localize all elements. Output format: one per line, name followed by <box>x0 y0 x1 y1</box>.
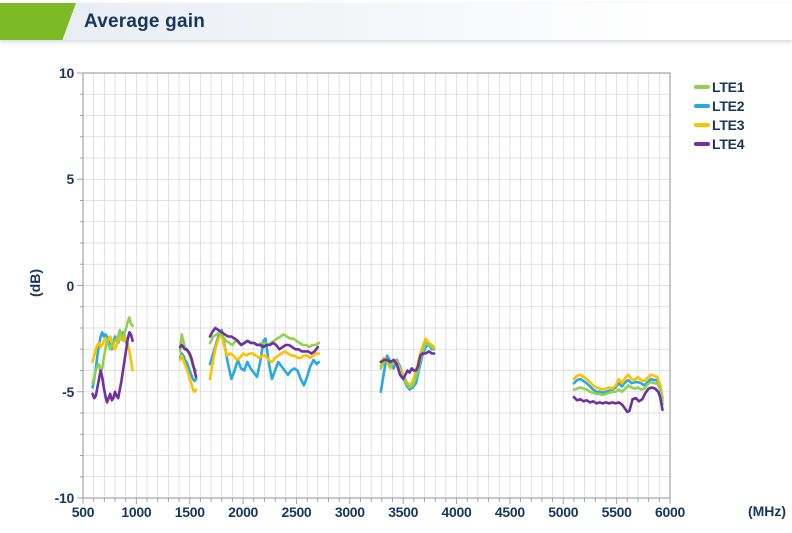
legend-item-LTE3: LTE3 <box>694 115 745 134</box>
x-tick-label-5500: 5500 <box>601 504 632 520</box>
legend: LTE1 LTE2 LTE3 LTE4 <box>694 77 745 153</box>
page-title: Average gain <box>84 11 206 32</box>
y-tick-label-10: 10 <box>59 65 74 81</box>
x-tick-label-1500: 1500 <box>174 504 205 520</box>
series-line-LTE1 <box>91 316 134 385</box>
average-gain-chart: (dB) (MHz) 500 1000 1500 2000 2500 3000 3500 40… <box>0 45 792 533</box>
chart-canvas <box>77 72 671 504</box>
series-line-LTE3 <box>572 373 664 402</box>
y-tick-label-0: 0 <box>66 277 75 294</box>
x-tick-label-4500: 4500 <box>494 504 525 520</box>
series-line-LTE4 <box>379 350 436 381</box>
x-axis-unit-label: (MHz) <box>747 503 787 519</box>
x-tick-label-3000: 3000 <box>334 504 365 520</box>
legend-item-LTE2: LTE2 <box>694 96 745 115</box>
x-tick-label-5000: 5000 <box>548 504 579 520</box>
series-line-LTE3 <box>208 333 321 381</box>
series-line-LTE2 <box>208 328 321 387</box>
legend-dash-icon <box>694 103 710 108</box>
legend-label: LTE1 <box>712 78 745 95</box>
x-tick-label-3500: 3500 <box>388 504 419 520</box>
series-line-LTE1 <box>572 380 664 406</box>
legend-label: LTE4 <box>712 135 745 152</box>
legend-label: LTE3 <box>712 116 745 133</box>
x-tick-label-2500: 2500 <box>281 504 312 520</box>
legend-dash-icon <box>694 84 710 89</box>
x-tick-label-500: 500 <box>71 504 95 520</box>
header-accent-shape <box>0 3 76 40</box>
series-line-LTE1 <box>208 330 321 349</box>
series-line-LTE4 <box>178 343 198 379</box>
legend-dash-icon <box>694 141 710 146</box>
x-tick-label-1000: 1000 <box>121 504 152 520</box>
y-tick-label--10: -10 <box>54 490 75 506</box>
plot-border <box>82 72 671 499</box>
series-line-LTE4 <box>91 330 134 404</box>
legend-label: LTE2 <box>712 97 745 114</box>
y-tick-label-5: 5 <box>66 171 75 188</box>
x-tick-label-6000: 6000 <box>655 504 685 520</box>
series-line-LTE2 <box>572 377 664 400</box>
legend-item-LTE4: LTE4 <box>694 134 745 153</box>
y-tick-label--5: -5 <box>62 383 74 400</box>
series-line-LTE1 <box>379 341 436 389</box>
series-line-LTE4 <box>208 326 320 355</box>
legend-dash-icon <box>694 122 710 127</box>
series-line-LTE3 <box>178 354 198 394</box>
x-tick-label-2000: 2000 <box>228 504 259 520</box>
header-banner: Average gain <box>0 3 792 40</box>
series-line-LTE4 <box>572 386 664 414</box>
x-tick-label-4000: 4000 <box>441 504 472 520</box>
legend-item-LTE1: LTE1 <box>694 77 745 96</box>
